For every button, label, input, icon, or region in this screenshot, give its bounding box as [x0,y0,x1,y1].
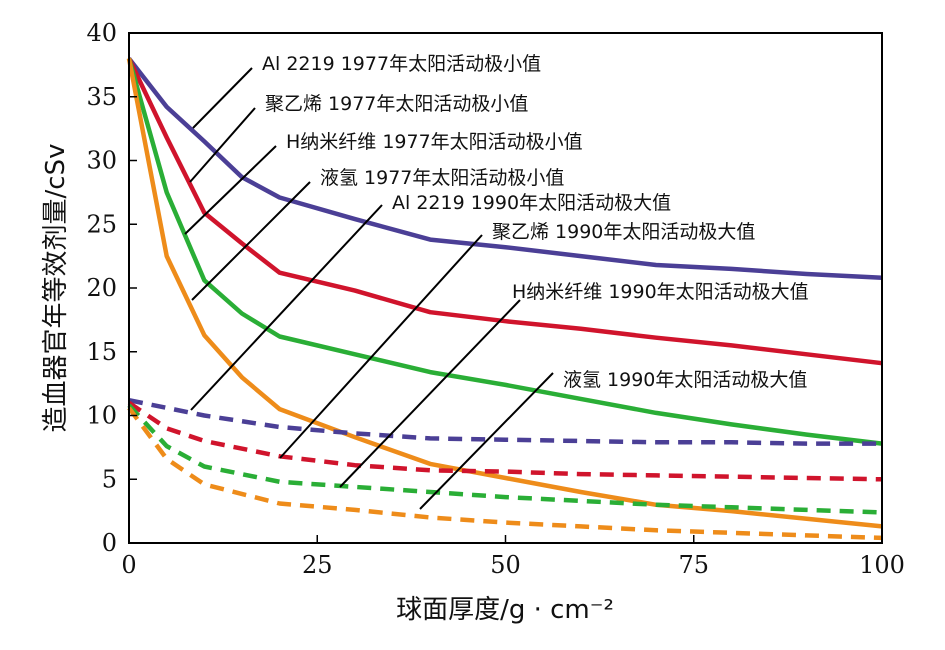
y-tick-label: 0 [102,529,117,557]
annotation-label: H纳米纤维 1990年太阳活动极大值 [512,281,809,303]
annotation-leader [419,372,554,510]
annotation-label: Al 2219 1977年太阳活动极小值 [262,53,541,75]
x-tick-label: 50 [490,551,521,579]
annotation-label: Al 2219 1990年太阳活动极大值 [392,192,671,214]
annotation-label: 聚乙烯 1990年太阳活动极大值 [492,221,755,243]
series-line-4 [128,397,882,446]
series-line-2 [126,57,883,446]
y-tick-label: 20 [86,274,117,302]
leader-layer [184,67,554,510]
y-tick-label: 35 [86,83,117,111]
annotation-leader [339,299,521,488]
series-layer [126,57,883,541]
x-tick-label: 0 [121,551,136,579]
annotation-leader [191,181,311,301]
x-tick-label: 25 [302,551,333,579]
y-tick-label: 25 [86,210,117,238]
annotation-leader [279,234,483,459]
y-tick-label: 40 [86,19,117,47]
series-line-0 [127,57,883,281]
annotation-leader [189,107,256,183]
annotation-label: 液氢 1977年太阳活动极小值 [320,167,564,189]
y-tick-label: 5 [102,465,117,493]
annotation-leader [192,67,253,129]
annotation-label: 液氢 1990年太阳活动极大值 [563,369,807,391]
annotation-label: 聚乙烯 1977年太阳活动极小值 [265,93,528,115]
x-tick-label: 100 [859,551,905,579]
x-tick-label: 75 [678,551,709,579]
series-line-5 [127,400,883,482]
tick-layer: 0 25 50 75 100 0 5 10 15 20 25 30 35 40 [86,19,904,579]
series-line-7 [127,406,883,541]
y-tick-label: 15 [86,338,117,366]
annotation-leader [184,145,277,235]
y-tick-label: 30 [86,147,117,175]
annotation-label: H纳米纤维 1977年太阳活动极小值 [286,131,583,153]
y-tick-label: 10 [86,402,117,430]
y-axis-title: 造血器官年等效剂量/cSv [41,144,71,433]
annotation-leader [190,204,383,411]
x-axis-title: 球面厚度/g · cm⁻² [396,595,614,625]
series-line-1 [126,57,883,366]
series-line-3 [126,58,883,529]
